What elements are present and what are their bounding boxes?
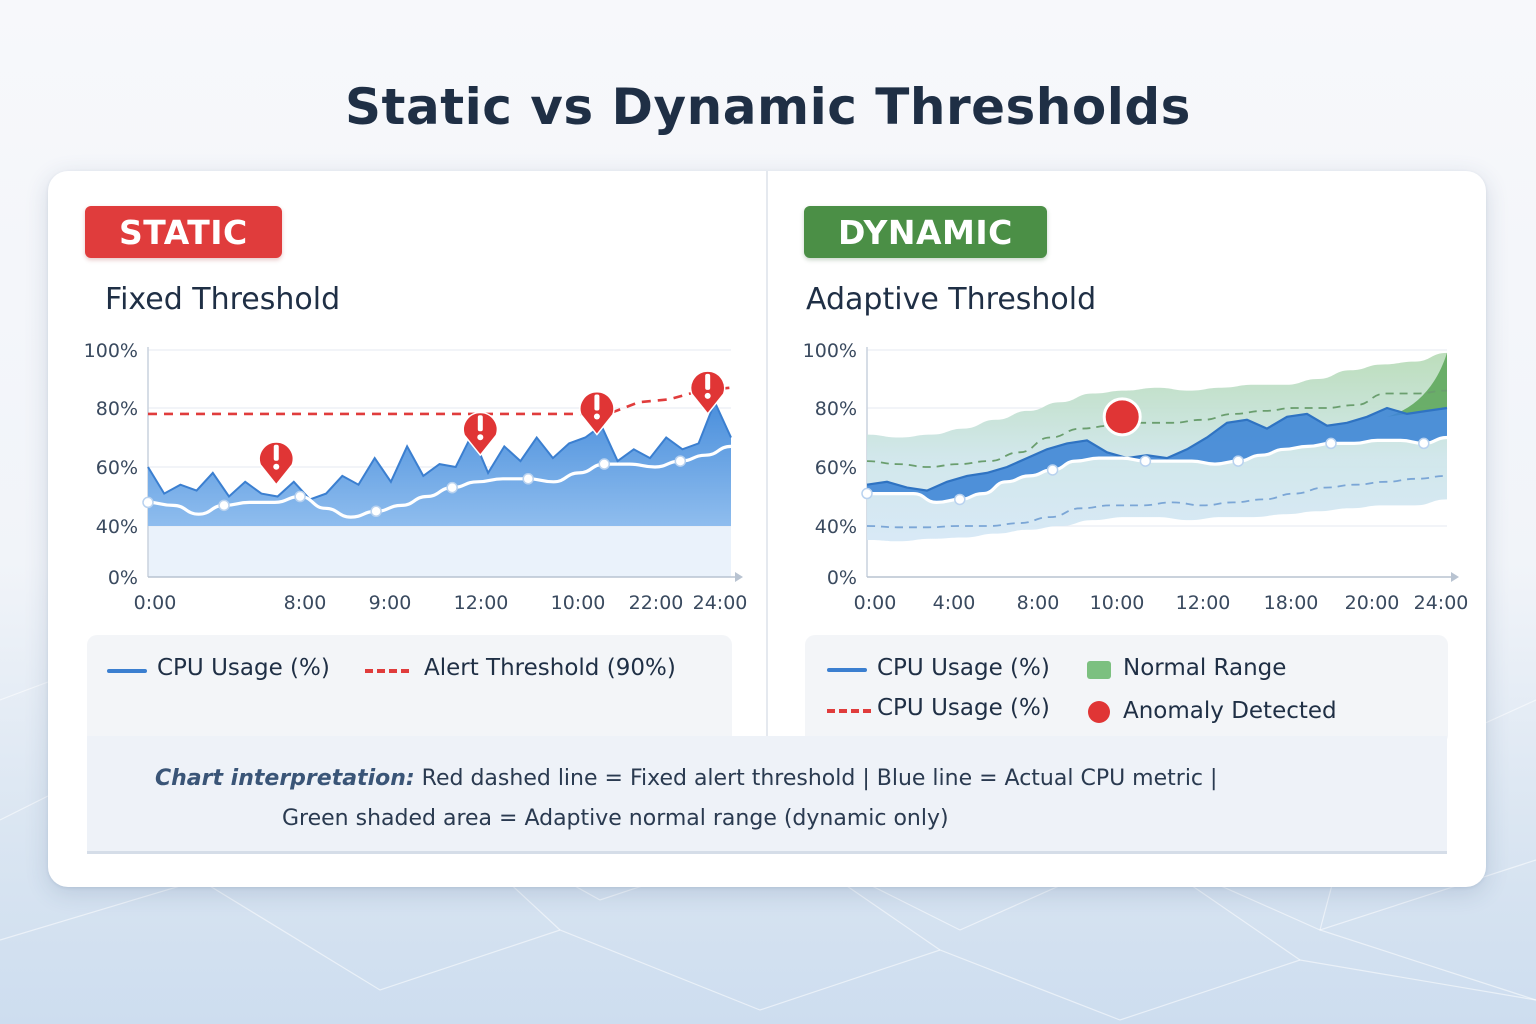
note-prefix: Chart interpretation: — [155, 766, 415, 791]
dynamic-cpu-line — [866, 406, 1448, 492]
dynamic-y-tick-label: 100% — [803, 340, 857, 362]
static-x-tick-label: 12:00 — [454, 592, 509, 611]
static-cpu-line — [147, 399, 732, 501]
alert-marker-exclamation — [273, 444, 279, 461]
static-baseline-point — [674, 455, 687, 467]
alert-marker-dot — [273, 463, 280, 470]
static-baseline-point — [522, 473, 534, 485]
static-panel-title: Fixed Threshold — [105, 282, 341, 317]
dynamic-y-tick-label: 60% — [815, 457, 857, 479]
comparison-card: STATIC Fixed Threshold DYNAMIC Adaptive … — [48, 171, 1486, 887]
alert-marker-dot — [477, 434, 484, 441]
dynamic-x-tick-label: 24:00 — [1414, 592, 1469, 611]
alert-marker-exclamation — [477, 415, 483, 432]
note-line-1: Chart interpretation: Red dashed line = … — [155, 766, 1217, 791]
legend-alert-threshold: Alert Threshold (90%) — [424, 655, 676, 681]
static-chart: 0% 40% 60% 80% 100% 0:00 8:00 9:00 12:00 10:00 22:… — [84, 340, 748, 611]
static-baseline-point — [294, 490, 306, 503]
legend-green-rect-swatch — [1087, 661, 1111, 679]
alert-marker — [689, 370, 726, 416]
static-baseline-point — [446, 481, 458, 494]
legend-red-dash-swatch — [365, 669, 409, 673]
dynamic-y-tick-label: 0% — [827, 567, 857, 589]
dynamic-x-axis-arrow — [1451, 572, 1459, 582]
alert-marker — [462, 411, 499, 457]
dynamic-x-tick-label: 18:00 — [1264, 592, 1319, 611]
dynamic-x-tick-label: 12:00 — [1176, 592, 1231, 611]
legend-blue-line-swatch — [107, 669, 147, 673]
dynamic-x-tick-label: 0:00 — [854, 592, 897, 611]
dynamic-upper-accent — [1387, 352, 1447, 417]
legend-blue-line-swatch — [827, 668, 867, 672]
page-title: Static vs Dynamic Thresholds — [345, 78, 1191, 136]
dynamic-badge: DYNAMIC — [804, 206, 1047, 258]
dynamic-cpu-area — [867, 408, 1447, 503]
static-x-tick-label: 24:00 — [693, 592, 748, 611]
static-y-tick-label: 80% — [96, 398, 138, 420]
alert-marker-exclamation — [594, 394, 600, 411]
dynamic-baseline-point — [861, 487, 873, 500]
dynamic-x-tick-label: 20:00 — [1345, 592, 1400, 611]
dynamic-x-tick-label: 4:00 — [933, 592, 976, 611]
static-y-tick-label: 100% — [84, 340, 138, 362]
static-lower-band — [148, 526, 731, 577]
note-line-2: Green shaded area = Adaptive normal rang… — [282, 806, 949, 831]
static-baseline-point — [370, 505, 382, 517]
dynamic-legend: CPU Usage (%) Normal Range CPU Usage (%)… — [805, 635, 1448, 745]
static-x-tick-label: 22:00 — [629, 592, 684, 611]
dynamic-panel-title: Adaptive Threshold — [806, 282, 1097, 317]
alert-marker-dot — [593, 413, 600, 420]
alert-marker-dot — [704, 392, 711, 399]
static-baseline-point — [598, 458, 611, 470]
static-x-tick-label: 9:00 — [369, 592, 412, 611]
dynamic-baseline-point — [1232, 455, 1244, 467]
legend-normal-range: Normal Range — [1123, 655, 1287, 681]
alert-marker — [258, 441, 294, 486]
static-badge: STATIC — [85, 206, 282, 258]
static-legend: CPU Usage (%) Alert Threshold (90%) — [87, 635, 732, 745]
static-y-tick-label: 40% — [96, 516, 138, 538]
static-x-axis-arrow — [735, 572, 743, 582]
static-x-tick-label: 0:00 — [134, 592, 177, 611]
legend-cpu-usage-dashed: CPU Usage (%) — [877, 695, 1050, 721]
dynamic-upper-dashed-line — [866, 389, 1448, 468]
legend-red-dash-swatch — [827, 709, 871, 713]
dynamic-x-tick-label: 8:00 — [1017, 592, 1060, 611]
dynamic-x-tick-label: 10:00 — [1090, 592, 1145, 611]
alert-marker — [579, 391, 615, 436]
dynamic-chart: 0% 40% 60% 80% 100% 0:00 4:00 8:00 10:00 12:00 18:… — [803, 340, 1469, 611]
panel-divider — [766, 171, 768, 737]
static-baseline-point — [142, 496, 154, 509]
static-baseline-point — [218, 499, 230, 512]
legend-red-dot-swatch — [1088, 701, 1110, 723]
dynamic-baseline-point — [1418, 437, 1430, 450]
static-y-tick-label: 60% — [96, 457, 138, 479]
legend-anomaly-detected: Anomaly Detected — [1123, 698, 1337, 724]
dynamic-lower-dashed-line — [866, 475, 1448, 529]
legend-cpu-usage: CPU Usage (%) — [157, 655, 330, 681]
static-alert-threshold-line — [148, 386, 732, 416]
legend-cpu-usage: CPU Usage (%) — [877, 655, 1050, 681]
dynamic-normal-range-band — [867, 352, 1447, 542]
dynamic-baseline-point — [1325, 437, 1337, 450]
static-baseline — [147, 444, 732, 519]
note-text-1: Red dashed line = Fixed alert threshold … — [414, 766, 1218, 791]
dynamic-y-tick-label: 40% — [815, 516, 857, 538]
static-y-tick-label: 0% — [108, 567, 138, 589]
dynamic-baseline-point — [1139, 455, 1152, 467]
dynamic-baseline-point — [1046, 464, 1059, 476]
dynamic-baseline-point — [954, 493, 966, 506]
static-x-tick-label: 10:00 — [551, 592, 606, 611]
anomaly-marker — [1102, 397, 1142, 437]
static-x-tick-label: 8:00 — [284, 592, 327, 611]
dynamic-y-tick-label: 80% — [815, 398, 857, 420]
chart-interpretation-note: Chart interpretation: Red dashed line = … — [87, 736, 1447, 854]
alert-marker-exclamation — [705, 373, 711, 390]
